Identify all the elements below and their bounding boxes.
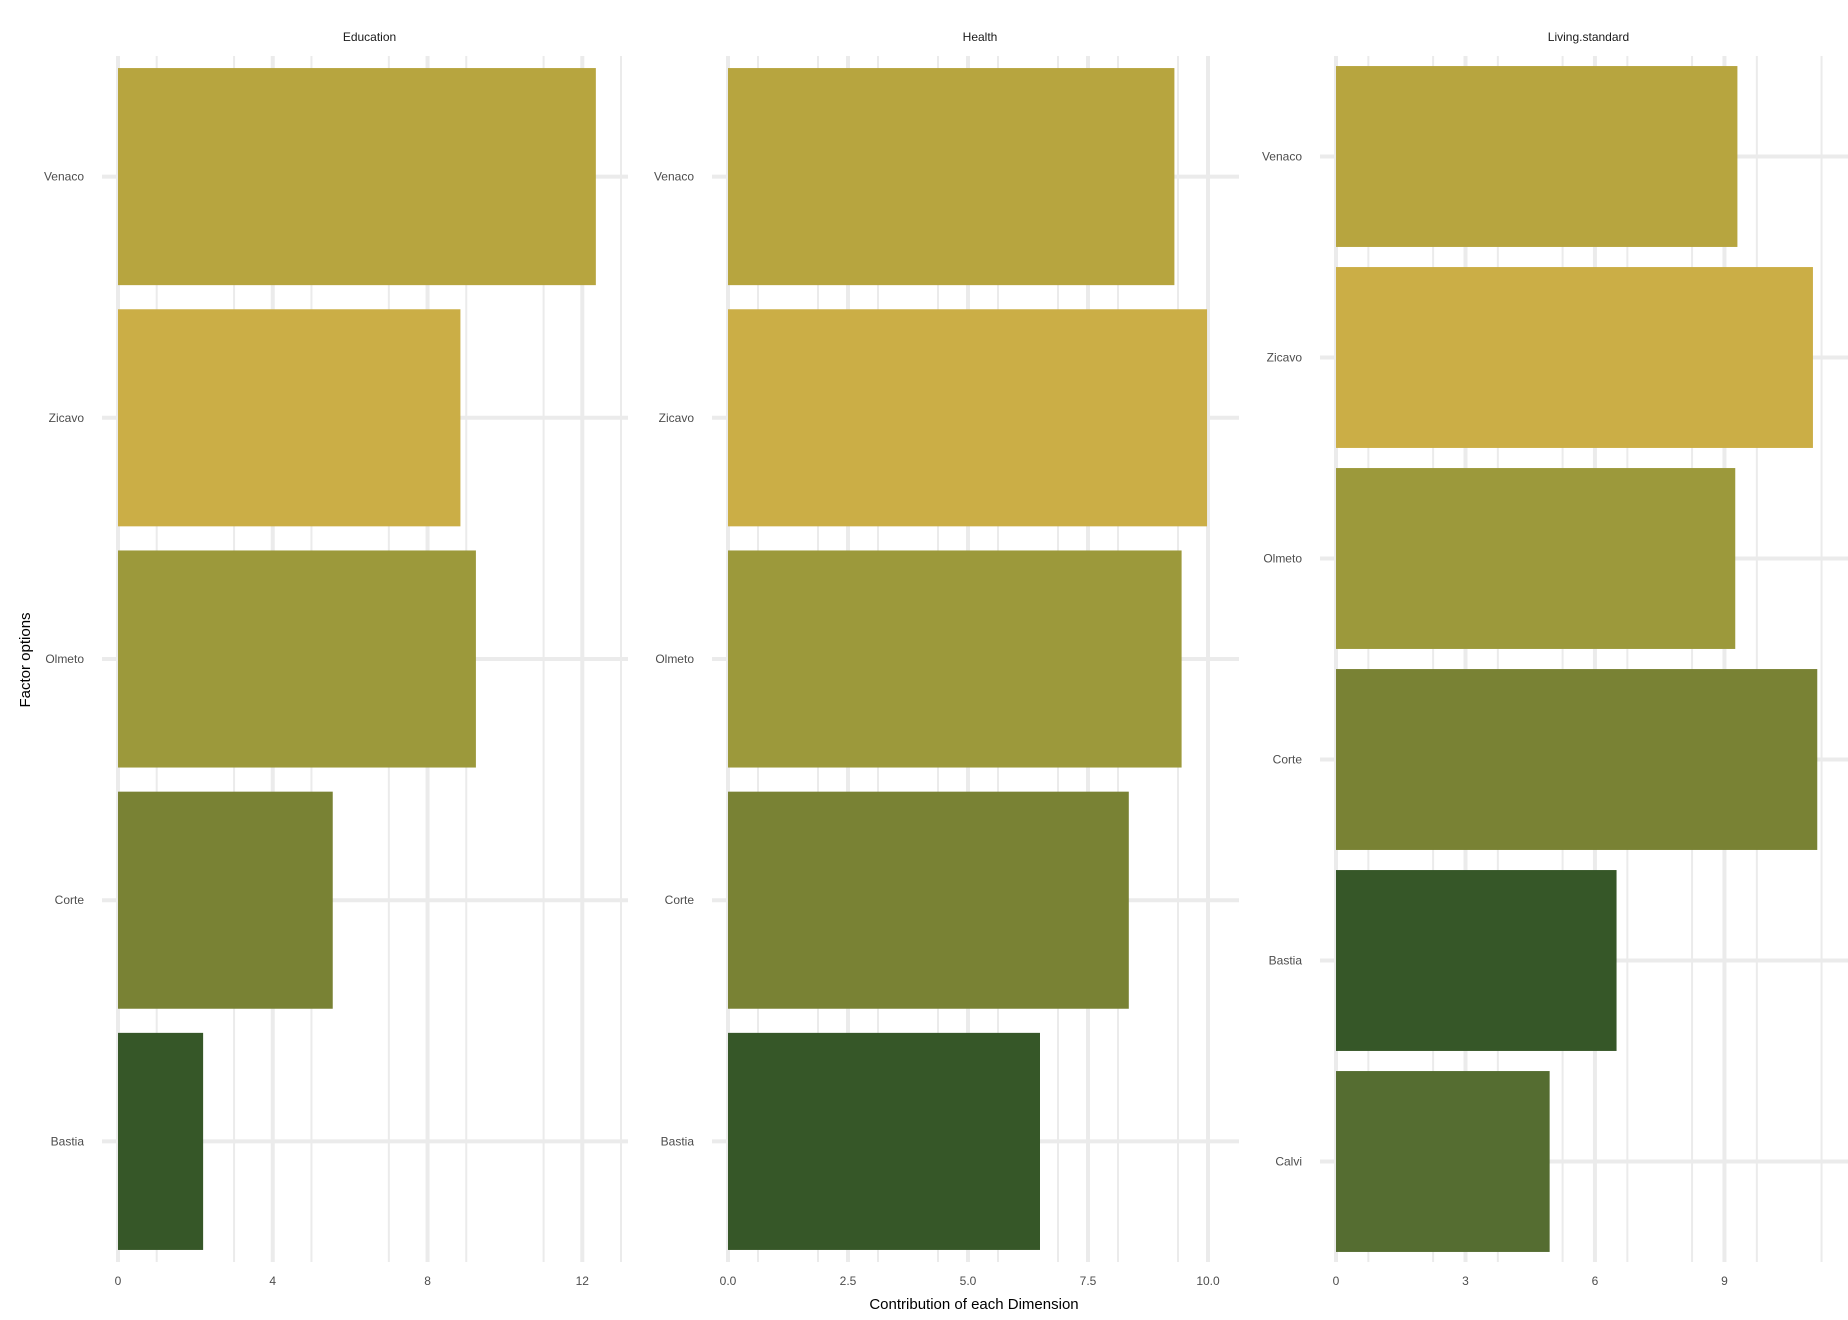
x-tick-label: 0	[115, 1274, 122, 1288]
x-tick-label: 4	[269, 1274, 276, 1288]
facet-title: Living.standard	[1548, 30, 1629, 44]
x-tick-label: 5.0	[960, 1274, 977, 1288]
bar-corte	[118, 791, 333, 1009]
bar-corte	[728, 791, 1129, 1009]
y-tick-label: Venaco	[1262, 150, 1302, 164]
bar-venaco	[1336, 66, 1738, 247]
bar-venaco	[118, 68, 596, 286]
x-tick-label: 6	[1592, 1274, 1599, 1288]
y-tick-label: Olmeto	[45, 652, 84, 666]
x-tick-label: 0	[1333, 1274, 1340, 1288]
x-tick-label: 2.5	[840, 1274, 857, 1288]
y-tick-label: Bastia	[1269, 954, 1303, 968]
bar-venaco	[728, 68, 1175, 286]
y-tick-label: Bastia	[51, 1134, 85, 1148]
y-axis-title: Factor options	[17, 612, 34, 707]
y-tick-label: Venaco	[44, 170, 84, 184]
bar-corte	[1336, 669, 1818, 850]
bar-bastia	[118, 1032, 204, 1250]
facet-title: Health	[963, 30, 998, 44]
bar-zicavo	[728, 309, 1208, 527]
y-tick-label: Venaco	[654, 170, 694, 184]
bar-zicavo	[118, 309, 461, 527]
bar-olmeto	[1336, 468, 1736, 649]
y-tick-label: Olmeto	[1263, 552, 1302, 566]
x-tick-label: 7.5	[1080, 1274, 1097, 1288]
bar-bastia	[728, 1032, 1040, 1250]
x-tick-label: 0.0	[720, 1274, 737, 1288]
x-tick-label: 3	[1462, 1274, 1469, 1288]
y-tick-label: Zicavo	[1267, 351, 1303, 365]
x-tick-label: 9	[1721, 1274, 1728, 1288]
x-tick-label: 12	[576, 1274, 590, 1288]
y-tick-label: Olmeto	[655, 652, 694, 666]
facet-title: Education	[343, 30, 396, 44]
x-tick-label: 10.0	[1196, 1274, 1220, 1288]
bar-calvi	[1336, 1071, 1550, 1252]
y-tick-label: Corte	[1273, 753, 1303, 767]
bar-bastia	[1336, 870, 1617, 1051]
x-axis-title: Contribution of each Dimension	[869, 1296, 1078, 1313]
y-tick-label: Calvi	[1275, 1155, 1302, 1169]
bar-zicavo	[1336, 267, 1813, 448]
y-tick-label: Corte	[55, 893, 85, 907]
y-tick-label: Bastia	[661, 1134, 695, 1148]
x-tick-label: 8	[424, 1274, 431, 1288]
y-tick-label: Zicavo	[659, 411, 695, 425]
bar-olmeto	[728, 550, 1182, 768]
bar-olmeto	[118, 550, 476, 768]
y-tick-label: Corte	[665, 893, 695, 907]
y-tick-label: Zicavo	[49, 411, 85, 425]
